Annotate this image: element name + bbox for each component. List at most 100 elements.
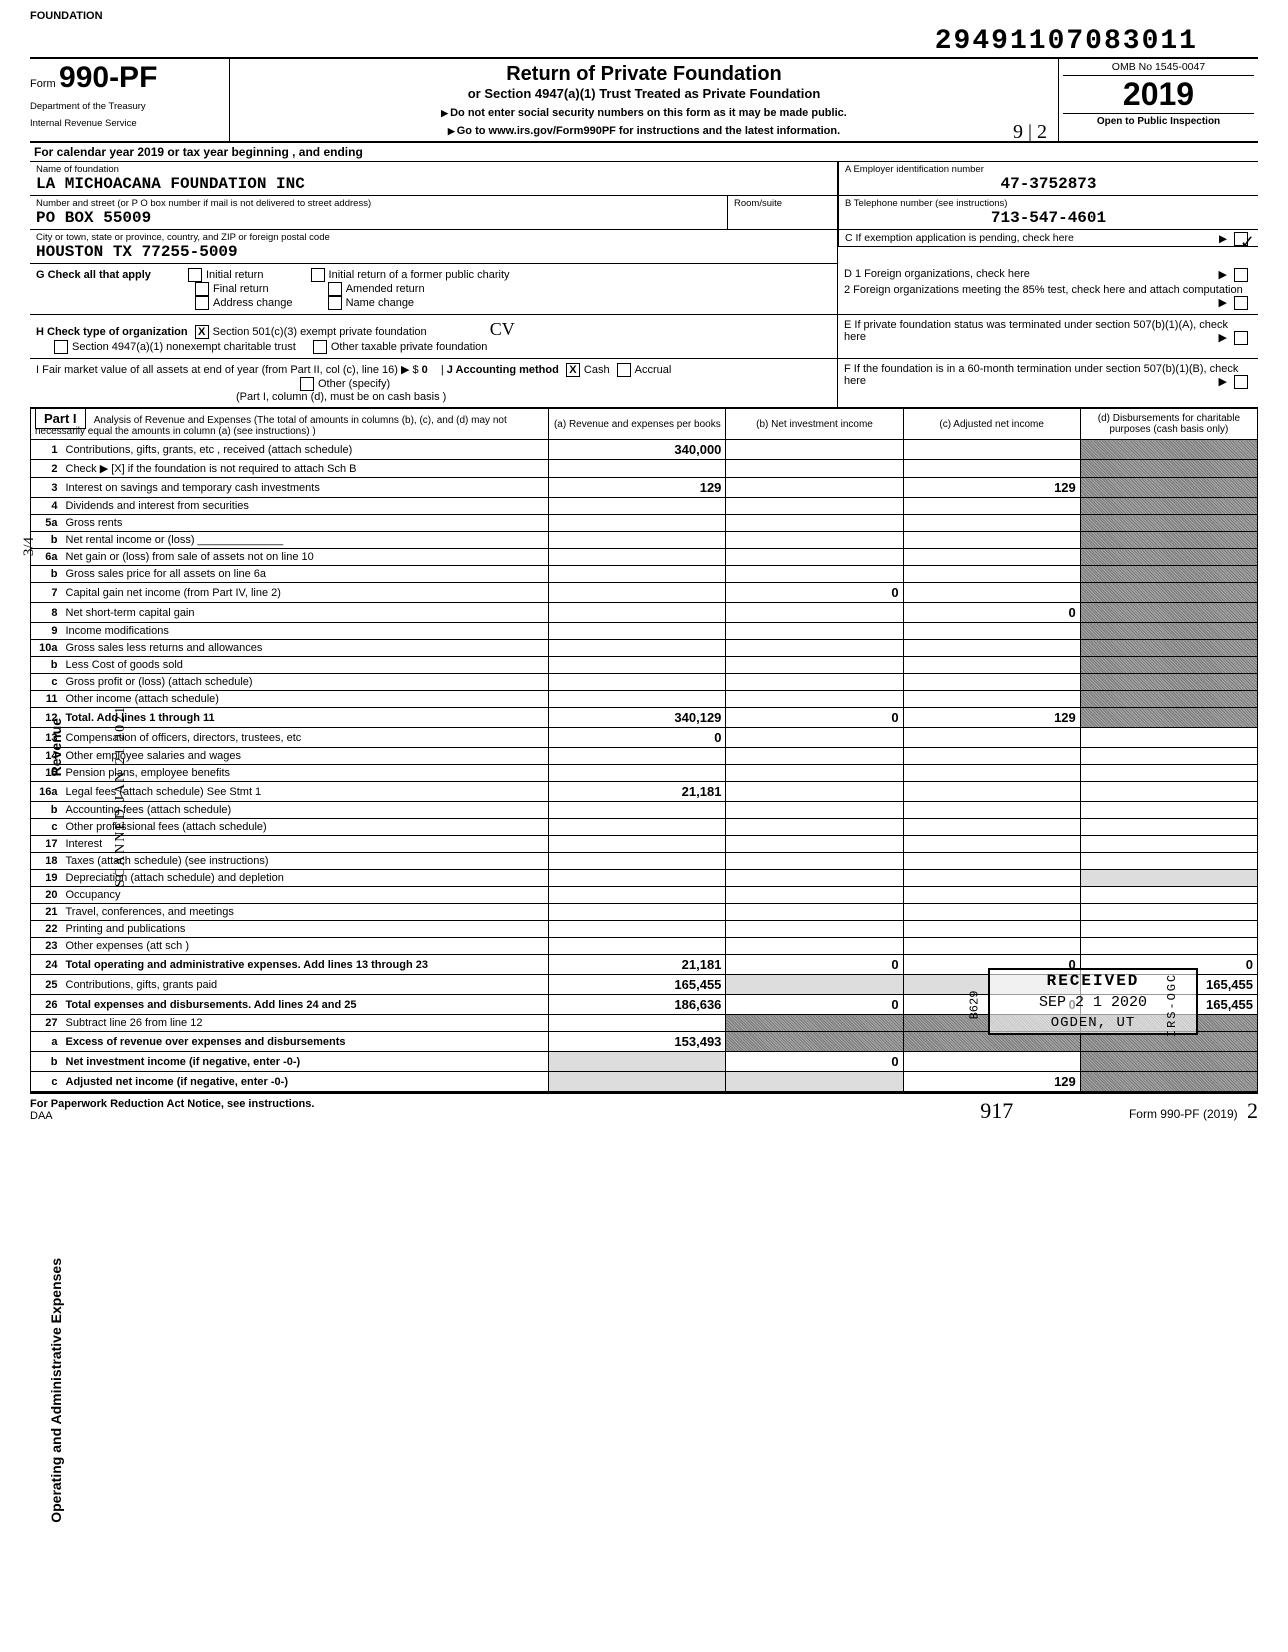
d1-label: D 1 Foreign organizations, check here xyxy=(844,268,1030,280)
f-label: F If the foundation is in a 60-month ter… xyxy=(844,363,1238,387)
d2-checkbox[interactable] xyxy=(1234,296,1248,310)
h-4947[interactable] xyxy=(54,340,68,354)
amt-c xyxy=(903,515,1080,532)
line-number: c xyxy=(31,819,62,836)
i-label: I Fair market value of all assets at end… xyxy=(36,364,419,376)
line-number: 9 xyxy=(31,623,62,640)
line-number: 3 xyxy=(31,478,62,498)
line-desc: Net gain or (loss) from sale of assets n… xyxy=(62,549,549,566)
amt-c xyxy=(903,640,1080,657)
table-row: 19Depreciation (attach schedule) and dep… xyxy=(31,870,1258,887)
line-desc: Check ▶ [X] if the foundation is not req… xyxy=(62,460,549,478)
amt-b: 0 xyxy=(726,708,903,728)
amt-b: 0 xyxy=(726,1052,903,1072)
form-number: 990-PF xyxy=(59,61,157,94)
amt-a xyxy=(549,904,726,921)
city-cell: City or town, state or province, country… xyxy=(30,230,838,264)
sidebar-expenses: Operating and Administrative Expenses xyxy=(48,1258,64,1523)
h-opt2: Section 4947(a)(1) nonexempt charitable … xyxy=(72,341,296,353)
g-initial-former[interactable] xyxy=(311,268,325,282)
amt-d xyxy=(1080,904,1257,921)
g-name-change[interactable] xyxy=(328,296,342,310)
amt-a: 129 xyxy=(549,478,726,498)
amt-c xyxy=(903,657,1080,674)
amt-b xyxy=(726,623,903,640)
g-initial-return[interactable] xyxy=(188,268,202,282)
amt-b xyxy=(726,853,903,870)
handwritten-912: 9 | 2 xyxy=(1013,121,1047,144)
received-stamp: RECEIVED SEP 2 1 2020 OGDEN, UT IRS-OGC … xyxy=(988,968,1198,1035)
section-h: H Check type of organization Section 501… xyxy=(30,315,838,359)
amt-c: 129 xyxy=(903,478,1080,498)
amt-c: 0 xyxy=(903,603,1080,623)
b629: B629 xyxy=(967,991,981,1020)
line-desc: Dividends and interest from securities xyxy=(62,498,549,515)
amt-c xyxy=(903,836,1080,853)
amt-a xyxy=(549,836,726,853)
amt-d xyxy=(1080,765,1257,782)
amt-d xyxy=(1080,532,1257,549)
line-desc: Total expenses and disbursements. Add li… xyxy=(62,995,549,1015)
note-url: Go to www.irs.gov/Form990PF for instruct… xyxy=(238,125,1050,137)
received-date: SEP 2 1 2020 xyxy=(996,994,1190,1011)
f-checkbox[interactable] xyxy=(1234,375,1248,389)
line-number: 27 xyxy=(31,1015,62,1032)
line-number: 7 xyxy=(31,583,62,603)
j-cash-label: Cash xyxy=(584,364,610,376)
line-number: 25 xyxy=(31,975,62,995)
line-number: 24 xyxy=(31,955,62,975)
barcode-number: 29491107083011 xyxy=(30,26,1198,57)
line-desc: Contributions, gifts, grants paid xyxy=(62,975,549,995)
j-other[interactable] xyxy=(300,377,314,391)
line-number: b xyxy=(31,1052,62,1072)
g-amended[interactable] xyxy=(328,282,342,296)
col-a-header: (a) Revenue and expenses per books xyxy=(549,409,726,440)
table-row: 2Check ▶ [X] if the foundation is not re… xyxy=(31,460,1258,478)
amt-a xyxy=(549,1052,726,1072)
g-label: G Check all that apply xyxy=(36,269,151,281)
amt-b xyxy=(726,640,903,657)
amt-d xyxy=(1080,1052,1257,1072)
amt-b: 0 xyxy=(726,583,903,603)
amt-d xyxy=(1080,623,1257,640)
j-accrual[interactable] xyxy=(617,363,631,377)
h-501c3[interactable] xyxy=(195,325,209,339)
form-title: Return of Private Foundation xyxy=(238,63,1050,86)
amt-c xyxy=(903,549,1080,566)
line-desc: Taxes (attach schedule) (see instruction… xyxy=(62,853,549,870)
line-desc: Occupancy xyxy=(62,887,549,904)
line-number: 11 xyxy=(31,691,62,708)
address-cell: Number and street (or P O box number if … xyxy=(30,196,728,230)
amt-b xyxy=(726,691,903,708)
line-desc: Gross rents xyxy=(62,515,549,532)
table-row: 15Pension plans, employee benefits xyxy=(31,765,1258,782)
line-desc: Capital gain net income (from Part IV, l… xyxy=(62,583,549,603)
hand-34: 3/4 xyxy=(21,537,38,556)
amt-d xyxy=(1080,549,1257,566)
g-address-change[interactable] xyxy=(195,296,209,310)
amt-d xyxy=(1080,802,1257,819)
amt-d xyxy=(1080,515,1257,532)
line-desc: Less Cost of goods sold xyxy=(62,657,549,674)
line-desc: Depreciation (attach schedule) and deple… xyxy=(62,870,549,887)
table-row: cGross profit or (loss) (attach schedule… xyxy=(31,674,1258,691)
name-label: Name of foundation xyxy=(36,164,831,175)
amt-b xyxy=(726,1072,903,1092)
amt-c xyxy=(903,748,1080,765)
section-g: G Check all that apply Initial return In… xyxy=(30,264,838,315)
j-cash[interactable] xyxy=(566,363,580,377)
amt-d xyxy=(1080,440,1257,460)
line-number: 18 xyxy=(31,853,62,870)
ein-value: 47-3752873 xyxy=(845,175,1252,193)
note-ssn: Do not enter social security numbers on … xyxy=(238,107,1050,119)
d1-checkbox[interactable] xyxy=(1234,268,1248,282)
part1-desc: Analysis of Revenue and Expenses (The to… xyxy=(35,415,507,437)
amt-b xyxy=(726,674,903,691)
h-other-tax[interactable] xyxy=(313,340,327,354)
e-checkbox[interactable] xyxy=(1234,331,1248,345)
line-number: a xyxy=(31,1032,62,1052)
line-desc: Other professional fees (attach schedule… xyxy=(62,819,549,836)
section-i-j: I Fair market value of all assets at end… xyxy=(30,359,838,408)
g-final-return[interactable] xyxy=(195,282,209,296)
amt-a xyxy=(549,819,726,836)
